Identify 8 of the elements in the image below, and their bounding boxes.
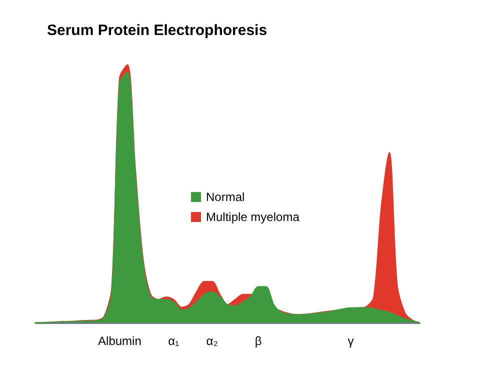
chart-title: Serum Protein Electrophoresis <box>47 22 268 39</box>
x-tick-label: Albumin <box>98 334 142 348</box>
x-tick-label: γ <box>348 334 354 348</box>
legend-label: Multiple myeloma <box>206 210 300 224</box>
x-tick-label: α₂ <box>206 334 218 348</box>
x-tick-label: β <box>254 334 262 348</box>
x-tick-label: α₁ <box>168 334 180 348</box>
legend-label: Normal <box>206 190 245 204</box>
